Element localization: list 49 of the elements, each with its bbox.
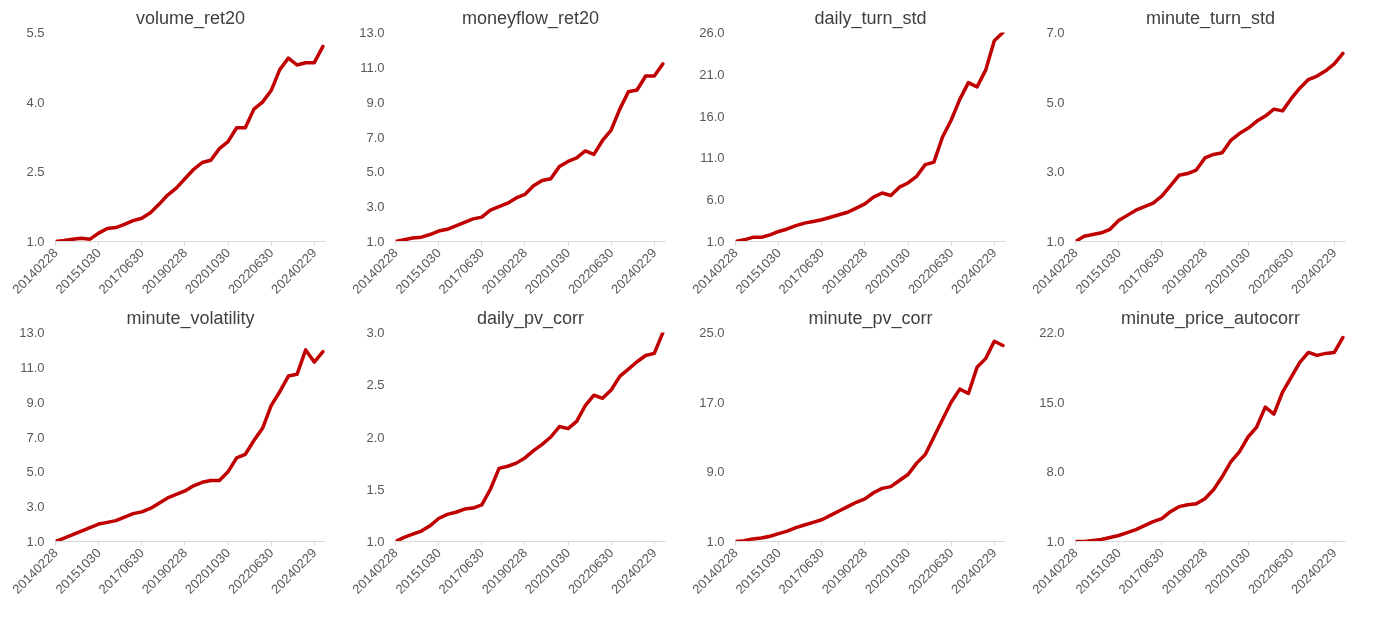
y-tick-label: 3.0 xyxy=(1046,164,1065,180)
y-tick-label: 13.0 xyxy=(359,25,385,40)
y-tick-label: 1.0 xyxy=(366,534,385,549)
y-tick-label: 16.0 xyxy=(699,108,725,124)
chart-title: volume_ret20 xyxy=(135,7,246,29)
y-tick-label: 7.0 xyxy=(1046,25,1065,40)
y-tick-label: 2.5 xyxy=(26,164,45,180)
chart-title: minute_price_autocorr xyxy=(1120,307,1301,329)
y-tick-label: 9.0 xyxy=(26,394,45,410)
y-tick-label: 7.0 xyxy=(26,429,45,445)
y-tick-label: 4.0 xyxy=(26,94,45,110)
chart-title: minute_pv_corr xyxy=(808,307,933,329)
y-tick-label: 26.0 xyxy=(699,25,725,40)
y-tick-label: 21.0 xyxy=(699,66,725,82)
chart-title: moneyflow_ret20 xyxy=(461,7,600,29)
y-tick-label: 5.0 xyxy=(1046,94,1065,110)
y-tick-label: 22.0 xyxy=(1039,325,1065,340)
y-tick-label: 9.0 xyxy=(706,464,725,480)
chart-title: daily_pv_corr xyxy=(476,307,585,329)
y-tick-label: 15.0 xyxy=(1039,394,1065,410)
y-tick-label: 11.0 xyxy=(700,150,725,166)
y-tick-label: 1.0 xyxy=(706,234,725,249)
y-tick-label: 13.0 xyxy=(19,325,45,340)
y-tick-label: 9.0 xyxy=(366,94,385,110)
y-tick-label: 1.0 xyxy=(706,534,725,549)
y-tick-label: 3.0 xyxy=(366,199,385,215)
y-tick-label: 8.0 xyxy=(1046,464,1065,480)
y-tick-label: 2.5 xyxy=(366,377,385,393)
y-tick-label: 3.0 xyxy=(26,499,45,515)
chart-title: minute_turn_std xyxy=(1145,7,1276,29)
y-tick-label: 17.0 xyxy=(699,394,725,410)
y-tick-label: 1.5 xyxy=(366,481,385,497)
chart-title: minute_volatility xyxy=(126,307,255,329)
y-tick-label: 3.0 xyxy=(366,325,385,340)
y-tick-label: 11.0 xyxy=(360,59,385,75)
y-tick-label: 1.0 xyxy=(26,534,45,549)
y-tick-label: 25.0 xyxy=(699,325,725,340)
y-tick-label: 5.0 xyxy=(26,464,45,480)
y-tick-label: 5.0 xyxy=(366,164,385,180)
y-tick-label: 7.0 xyxy=(366,129,385,145)
y-tick-label: 1.0 xyxy=(1046,534,1065,549)
chart-title: daily_turn_std xyxy=(814,7,927,29)
y-tick-label: 6.0 xyxy=(706,192,725,208)
y-tick-label: 1.0 xyxy=(366,234,385,249)
y-tick-label: 1.0 xyxy=(1046,234,1065,249)
y-tick-label: 11.0 xyxy=(20,359,45,375)
y-tick-label: 1.0 xyxy=(26,234,45,249)
y-tick-label: 2.0 xyxy=(366,429,385,445)
y-tick-label: 5.5 xyxy=(26,25,45,40)
